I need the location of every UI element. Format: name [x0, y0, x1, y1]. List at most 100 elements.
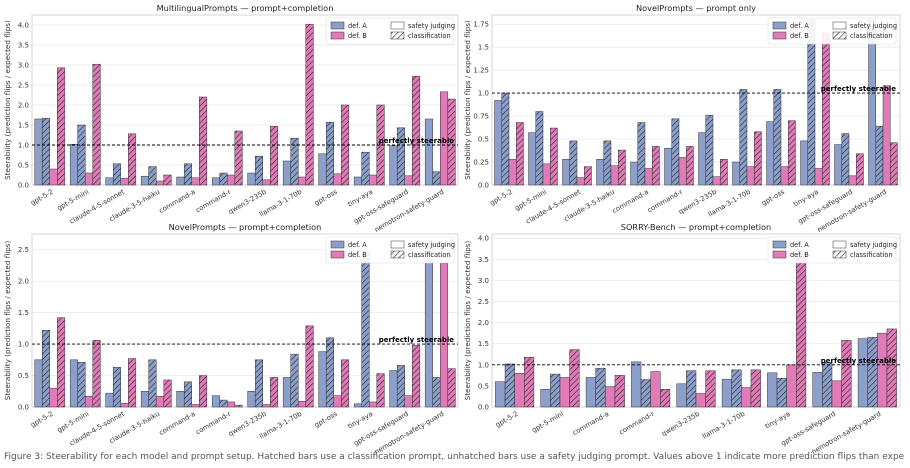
bar-llama-3-1-70b-2: [741, 387, 752, 408]
bar-hatch-gpt-5-2-3: [57, 67, 65, 185]
legend-def-b-swatch: [330, 31, 345, 40]
legend-box: [767, 236, 897, 264]
bar-hatch-gpt-oss-safeguard-1: [397, 365, 405, 407]
bar-hatch-command-r-3: [234, 405, 243, 407]
bar-hatch-command-r-1: [671, 118, 679, 185]
legend-def-b-label: def. B: [348, 32, 367, 40]
bar-command-r-0: [631, 361, 642, 408]
x-tick-label: gpt-oss: [760, 188, 786, 208]
bar-command-a-0: [630, 161, 639, 186]
y-tick-label: 1.25: [473, 67, 489, 75]
y-axis-label: Steerability (prediction flips / expecte…: [3, 20, 12, 180]
bar-hatch-llama-3-1-70b-3: [305, 325, 314, 407]
bar-command-a-2: [191, 177, 200, 186]
bar-claude-4-5-sonnet-0: [105, 392, 114, 408]
bar-command-r-2: [227, 401, 236, 408]
bar-hatch-gpt-oss-1: [326, 122, 334, 185]
x-tick-label: tiny-aya: [764, 410, 792, 431]
bar-nemotron-safety-guard-0: [857, 338, 868, 408]
bar-hatch-command-a-3: [199, 97, 207, 185]
bar-tiny-aya-2: [369, 401, 378, 408]
bar-claude-3-5-haiku-0: [140, 391, 149, 408]
y-tick-label: 0.0: [478, 182, 489, 190]
bar-hatch-llama-3-1-70b-1: [739, 89, 747, 185]
bar-gpt-oss-2: [780, 166, 789, 186]
legend: def. A def. B safety judging classification: [767, 17, 897, 45]
bar-nemotron-safety-guard-0: [424, 118, 433, 186]
bar-qwen3-235b-2: [695, 393, 706, 408]
x-tick-label: command-a: [611, 188, 650, 215]
y-tick-label: 2.0: [478, 319, 489, 327]
x-tick-label: gpt-5-2: [29, 188, 55, 207]
bar-nemotron-safety-guard-2: [877, 332, 888, 408]
bar-claude-4-5-sonnet-0: [562, 159, 571, 186]
y-tick-label: 1.5: [18, 309, 29, 317]
y-tick-label: 1.0: [18, 142, 29, 150]
chart-title: SORRY-Bench — prompt+completion: [621, 222, 771, 232]
chart-title: NovelPrompts — prompt+completion: [169, 222, 322, 232]
y-tick-label: 2.0: [18, 102, 29, 110]
x-tick-label: gpt-5-2: [494, 410, 520, 429]
y-tick-label: 3.5: [18, 42, 29, 50]
bar-hatch-nemotron-safety-guard-3: [890, 142, 898, 185]
bar-claude-3-5-haiku-2: [156, 180, 165, 186]
bar-gpt-oss-safeguard-2: [404, 395, 413, 408]
plot-frame: [491, 14, 901, 186]
bar-hatch-tiny-aya-3: [376, 373, 385, 407]
bar-gpt-5-2-0: [34, 118, 43, 186]
bar-gpt-5-2-0: [494, 100, 503, 186]
y-axis-label: Steerability (prediction flips / expecte…: [3, 240, 12, 400]
bar-hatch-nemotron-safety-guard-3: [447, 368, 456, 407]
legend-box: [325, 17, 455, 45]
bar-gpt-5-2-0: [495, 381, 506, 408]
bar-hatch-claude-3-5-haiku-1: [603, 140, 611, 185]
legend-safety-judging-label: safety judging: [408, 241, 455, 249]
bar-hatch-command-r-3: [234, 131, 243, 185]
bar-hatch-tiny-aya-3: [796, 252, 806, 407]
bar-qwen3-235b-2: [262, 179, 271, 186]
bar-command-r-0: [664, 147, 673, 186]
bar-gpt-oss-0: [318, 351, 327, 408]
bar-claude-3-5-haiku-2: [610, 165, 619, 186]
y-tick-label: 0.0: [18, 404, 29, 412]
x-tick-label: gpt-oss: [313, 410, 339, 430]
bar-llama-3-1-70b-2: [746, 166, 755, 186]
bar-command-r-2: [650, 371, 661, 408]
bar-tiny-aya-2: [786, 364, 797, 408]
y-tick-label: 3.0: [478, 277, 489, 285]
y-tick-label: 0.5: [18, 372, 29, 380]
bar-claude-4-5-sonnet-2: [120, 402, 129, 408]
reference-line-label: perfectly steerable: [379, 137, 454, 145]
bar-hatch-gpt-5-2-1: [42, 118, 50, 185]
legend-classification-label: classification: [408, 32, 451, 40]
y-tick-label: 1.0: [18, 341, 29, 349]
bar-gpt-5-mini-0: [69, 359, 78, 408]
bar-llama-3-1-70b-0: [721, 378, 732, 408]
bar-gpt-oss-2: [333, 395, 342, 408]
bar-llama-3-1-70b-0: [282, 377, 291, 408]
bar-hatch-gpt-5-mini-3: [92, 64, 101, 185]
bar-gpt-oss-safeguard-2: [848, 175, 857, 186]
bar-hatch-llama-3-1-70b-1: [290, 138, 299, 185]
x-tick-label: command-a: [158, 410, 197, 437]
bar-command-r-0: [211, 177, 220, 186]
y-tick-label: 2.5: [18, 246, 29, 254]
bar-claude-4-5-sonnet-0: [105, 177, 114, 186]
bar-tiny-aya-2: [814, 168, 823, 186]
y-tick-label: 4.0: [18, 22, 29, 30]
bar-nemotron-safety-guard-0: [868, 19, 877, 186]
legend-box: [325, 236, 455, 264]
y-tick-label: 1.0: [478, 361, 489, 369]
bar-gpt-5-mini-2: [542, 163, 551, 186]
legend-def-a-swatch: [330, 240, 345, 249]
y-axis-label: Steerability (prediction flips / expecte…: [463, 20, 472, 180]
bar-hatch-tiny-aya-1: [807, 19, 815, 186]
bar-hatch-gpt-oss-3: [341, 359, 349, 407]
bar-command-a-2: [605, 386, 616, 408]
bar-qwen3-235b-0: [247, 391, 256, 408]
y-tick-label: 1.0: [478, 90, 489, 98]
bar-nemotron-safety-guard-0: [424, 243, 433, 408]
bar-command-a-0: [176, 176, 185, 186]
legend-def-a-label: def. A: [790, 241, 809, 249]
bar-qwen3-235b-2: [262, 404, 271, 408]
